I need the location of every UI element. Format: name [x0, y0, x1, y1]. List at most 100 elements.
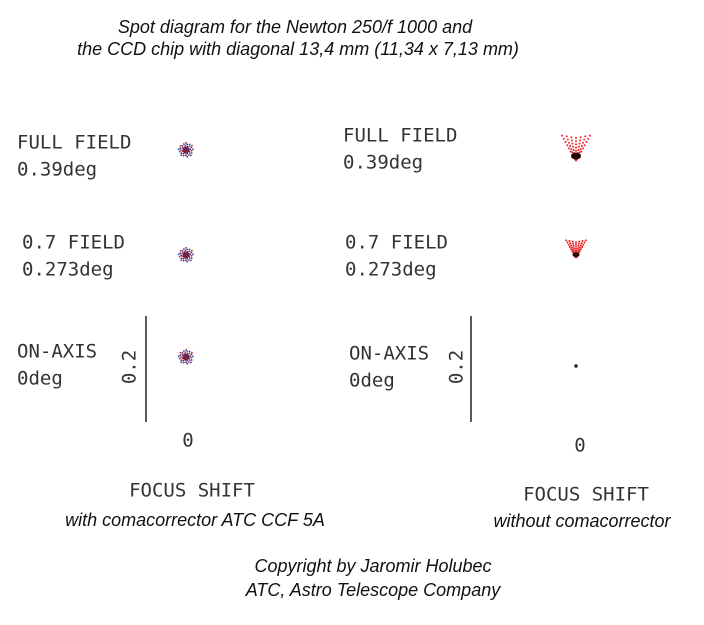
spot-dot — [179, 252, 182, 255]
spot-dot — [589, 134, 591, 137]
spot-dot — [578, 240, 581, 243]
spot-dot — [575, 249, 577, 252]
spot-dot — [570, 248, 573, 251]
spot-dot — [575, 149, 577, 152]
spot-dot — [579, 244, 582, 247]
spot-dot — [568, 141, 570, 144]
spot-dot — [185, 246, 187, 249]
field-angle: 0deg — [17, 368, 63, 390]
spot-dot — [579, 148, 582, 151]
spot-dot — [189, 259, 192, 262]
spot-dot — [566, 241, 569, 244]
spot-dot — [569, 150, 572, 153]
spot-dot — [177, 148, 180, 151]
copyright-line: ATC, Astro Telescope Company — [245, 580, 501, 600]
spot-dot — [178, 357, 181, 360]
zero-label: 0 — [182, 430, 193, 452]
spot-dot — [184, 361, 187, 364]
spot-dot — [190, 254, 193, 257]
spot-dot — [182, 257, 185, 260]
spot-dot — [564, 141, 567, 143]
spot-dot — [186, 362, 189, 365]
spot-dot — [184, 154, 187, 157]
spot-dot — [179, 249, 182, 252]
spot-dot — [575, 241, 577, 243]
spot-dot — [578, 151, 581, 154]
spot-dot — [581, 239, 584, 242]
spot-dot — [180, 257, 183, 260]
spot-dot — [575, 143, 577, 146]
spot-dot — [584, 239, 587, 242]
spot-dot — [179, 351, 182, 354]
spot-dot — [192, 355, 194, 358]
spot-dot — [565, 239, 568, 242]
spot-dot — [578, 142, 581, 145]
spot-dot — [585, 141, 588, 143]
spot-dot — [189, 361, 192, 364]
spot-dot — [189, 154, 192, 157]
spot-dot — [569, 145, 572, 147]
spot-dot — [190, 356, 193, 359]
spot-dot — [570, 244, 573, 247]
spot-dot — [581, 246, 584, 249]
spot-dot — [582, 147, 584, 150]
spot-dot — [568, 246, 571, 249]
spot-dot — [572, 244, 575, 247]
spot-dot — [180, 359, 183, 362]
spot-dot — [184, 259, 187, 262]
field-angle: 0.273deg — [22, 259, 114, 281]
spot-dot — [178, 255, 181, 258]
field-angle: 0.273deg — [345, 259, 437, 281]
spot-dot — [577, 247, 580, 250]
spot-dot — [580, 145, 583, 147]
spot-dot — [188, 352, 191, 355]
spot-dot — [182, 143, 185, 145]
spot-dot — [579, 136, 582, 139]
spot-dot — [577, 149, 580, 151]
scale-label: 0.2 — [119, 350, 141, 384]
spot-dot — [565, 135, 568, 138]
spot-dot — [576, 249, 579, 252]
spot-dot — [579, 139, 582, 142]
spot-dot — [575, 245, 577, 248]
spot-dot — [180, 356, 182, 359]
spot-dot — [575, 146, 577, 149]
spot-dot — [572, 149, 575, 151]
spot-dot — [186, 155, 189, 158]
spot-dot — [180, 361, 183, 364]
spot-dot — [587, 137, 590, 140]
spot-dot — [181, 351, 184, 354]
spot-dot — [182, 359, 185, 362]
spot-dot — [571, 142, 574, 145]
spot-core — [182, 146, 190, 154]
spot-core — [572, 252, 580, 258]
spot-dot — [568, 147, 570, 150]
spot-dot — [190, 251, 193, 254]
field-angle: 0deg — [349, 370, 395, 392]
spot-core — [571, 152, 581, 160]
spot-dot — [580, 150, 583, 153]
spot-dot — [567, 243, 570, 246]
spot-dot — [188, 257, 191, 260]
spot-dot — [190, 149, 193, 152]
spot-dot — [568, 239, 571, 242]
spot-dot — [188, 248, 191, 251]
spot-dot — [575, 247, 577, 250]
spot-dot — [180, 154, 183, 157]
field-label: FULL FIELD — [343, 125, 457, 147]
spot-dot — [177, 355, 180, 358]
spot-core — [182, 251, 190, 259]
spot-dot — [575, 140, 577, 143]
spot-dot — [575, 137, 577, 139]
spot-dot — [577, 145, 580, 148]
spot-dot — [190, 146, 193, 149]
field-angle: 0.39deg — [343, 152, 423, 174]
field-label: 0.7 FIELD — [345, 232, 448, 254]
spot-dot — [189, 148, 192, 150]
field-label: ON-AXIS — [349, 343, 429, 365]
spot-dot — [191, 351, 193, 354]
axis-label: FOCUS SHIFT — [523, 484, 649, 506]
spot-dot — [583, 144, 586, 147]
